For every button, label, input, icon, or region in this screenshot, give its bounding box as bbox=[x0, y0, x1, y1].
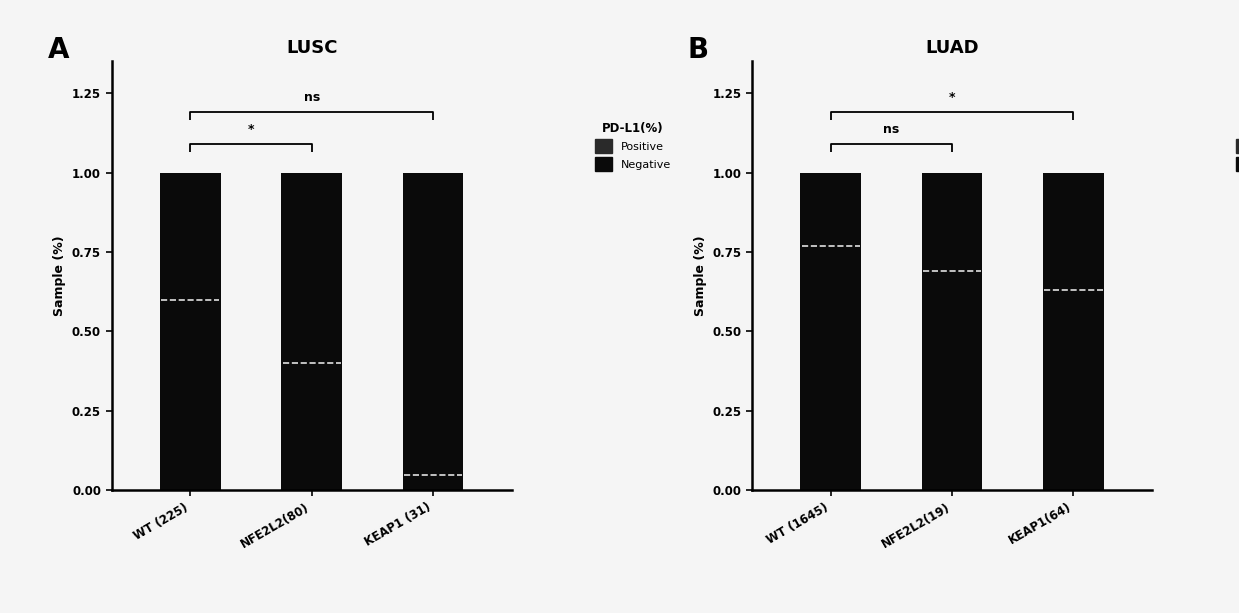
Legend: Positive, Negative: Positive, Negative bbox=[592, 118, 674, 174]
Y-axis label: Sample (%): Sample (%) bbox=[53, 235, 67, 316]
Legend: Positive, Negative: Positive, Negative bbox=[1233, 118, 1239, 174]
Title: LUAD: LUAD bbox=[926, 39, 979, 57]
Bar bbox=[160, 172, 221, 490]
Title: LUSC: LUSC bbox=[286, 39, 337, 57]
Text: ns: ns bbox=[883, 123, 900, 136]
Bar bbox=[281, 172, 342, 490]
Bar bbox=[1043, 172, 1104, 490]
Text: *: * bbox=[949, 91, 955, 104]
Text: *: * bbox=[248, 123, 254, 136]
Y-axis label: Sample (%): Sample (%) bbox=[694, 235, 707, 316]
Text: ns: ns bbox=[304, 91, 320, 104]
Bar bbox=[403, 172, 463, 490]
Bar bbox=[922, 172, 983, 490]
Bar bbox=[800, 172, 861, 490]
Text: A: A bbox=[47, 36, 69, 64]
Text: B: B bbox=[688, 36, 709, 64]
